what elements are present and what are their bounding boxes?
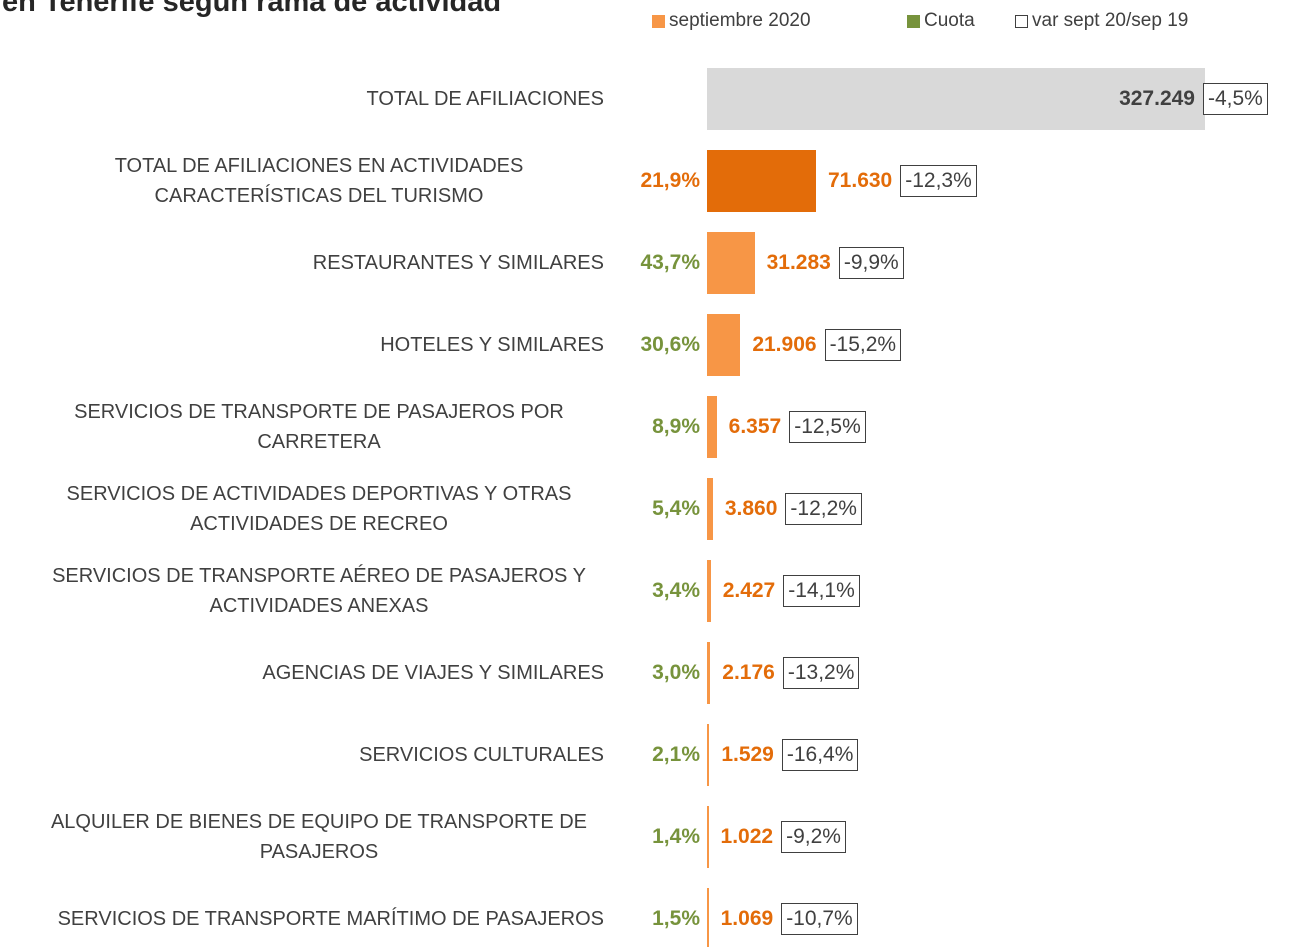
change-label: -12,5%: [789, 411, 866, 443]
share-label: 1,5%: [652, 907, 700, 930]
bar: [707, 888, 709, 947]
chart-title: en Tenerife según rama de actividad: [2, 0, 502, 18]
legend-item: Cuota: [907, 10, 975, 32]
share-label: 2,1%: [652, 743, 700, 766]
value-label: 327.249: [1119, 87, 1195, 110]
bar: [707, 806, 709, 868]
share-label: 3,4%: [652, 579, 700, 602]
value-label: 2.427: [722, 579, 776, 602]
bar: [707, 642, 711, 704]
change-label: -15,2%: [824, 329, 902, 361]
category-label: RESTAURANTES Y SIMILARES: [312, 252, 604, 274]
change-label: -13,2%: [782, 657, 860, 689]
bar: [707, 560, 711, 622]
change-label: -12,2%: [785, 493, 862, 525]
bar: [707, 724, 710, 786]
value-label: 1.022: [720, 825, 774, 848]
bar: [707, 150, 816, 212]
value-label: 31.283: [766, 251, 831, 274]
change-label: -12,3%: [900, 165, 977, 197]
value-label: 3.860: [724, 497, 778, 520]
value-label: 21.906: [752, 333, 817, 356]
share-label: 30,6%: [640, 333, 700, 356]
legend-swatch: [907, 14, 920, 28]
bar: [707, 314, 741, 376]
share-label: 8,9%: [652, 415, 700, 438]
change-label: -9,9%: [838, 247, 904, 279]
change-label: -14,1%: [783, 575, 860, 607]
category-label: SERVICIOS CULTURALES: [359, 744, 604, 766]
legend-swatch: [652, 14, 665, 28]
change-label: -10,7%: [781, 903, 858, 935]
category-label: HOTELES Y SIMILARES: [380, 334, 604, 356]
value-label: 1.529: [721, 743, 774, 766]
legend-label: var sept 20/sep 19: [1032, 10, 1189, 31]
category-label: SERVICIOS DE TRANSPORTE AÉREO DE PASAJER…: [52, 565, 586, 617]
category-label: SERVICIOS DE ACTIVIDADES DEPORTIVAS Y OT…: [66, 483, 572, 535]
share-label: 1,4%: [652, 825, 700, 848]
share-label: 21,9%: [640, 169, 700, 192]
change-label: -16,4%: [781, 739, 859, 771]
bar: [707, 68, 1205, 130]
category-label: SERVICIOS DE TRANSPORTE DE PASAJEROS POR…: [74, 401, 564, 453]
category-label: AGENCIAS DE VIAJES Y SIMILARES: [262, 662, 604, 684]
value-label: 71.630: [828, 169, 893, 192]
share-label: 5,4%: [652, 497, 700, 520]
legend-swatch: [1015, 14, 1028, 28]
legend-item: septiembre 2020: [652, 10, 811, 32]
legend-item: var sept 20/sep 19: [1015, 10, 1188, 32]
category-label: ALQUILER DE BIENES DE EQUIPO DE TRANSPOR…: [50, 811, 588, 863]
value-label: 1.069: [720, 907, 774, 930]
category-label: TOTAL DE AFILIACIONES EN ACTIVIDADES CAR…: [114, 155, 524, 207]
legend-label: Cuota: [924, 10, 975, 31]
change-label: -9,2%: [781, 821, 846, 853]
change-label: -4,5%: [1203, 83, 1268, 115]
share-label: 43,7%: [640, 251, 700, 274]
bar: [707, 396, 717, 458]
category-label: TOTAL DE AFILIACIONES: [366, 88, 604, 110]
bar: [707, 478, 713, 540]
category-label: SERVICIOS DE TRANSPORTE MARÍTIMO DE PASA…: [57, 908, 604, 930]
bar: [707, 232, 755, 294]
legend-label: septiembre 2020: [669, 10, 811, 31]
value-label: 6.357: [728, 415, 782, 438]
share-label: 3,0%: [652, 661, 700, 684]
value-label: 2.176: [722, 661, 775, 684]
